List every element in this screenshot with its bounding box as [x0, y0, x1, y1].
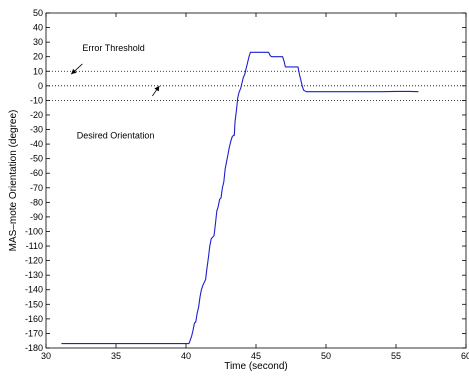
annotation-label: Error Threshold	[82, 43, 144, 53]
y-tick-label: -130	[25, 270, 43, 280]
x-tick-label: 45	[251, 351, 261, 361]
annotations: Error Threshold Desired Orientation	[70, 43, 160, 140]
x-tick-label: 40	[181, 351, 191, 361]
x-tick-label: 55	[391, 351, 401, 361]
y-tick-label: -90	[30, 212, 43, 222]
y-tick-label: -120	[25, 256, 43, 266]
x-tick-label: 35	[111, 351, 121, 361]
x-axis-ticks: 30 35 40 45 50 55 60	[41, 13, 469, 361]
series-line-0	[61, 51, 419, 345]
y-tick-label: -110	[26, 241, 43, 251]
y-tick-label: -10	[30, 95, 43, 105]
annotation-arrow-head	[154, 85, 160, 92]
x-axis-label: Time (second)	[224, 361, 288, 372]
y-tick-label: -50	[30, 154, 43, 164]
y-axis-label: MAS–mote Orientation (degree)	[8, 110, 19, 252]
y-tick-label: -160	[25, 314, 43, 324]
y-tick-label: 50	[33, 8, 43, 18]
y-tick-label: -80	[30, 197, 43, 207]
y-tick-label: -100	[25, 226, 43, 236]
threshold-lines	[46, 70, 466, 101]
annotation-arrow-head	[71, 68, 77, 75]
x-tick-label: 30	[41, 351, 51, 361]
y-tick-label: -150	[25, 299, 43, 309]
y-tick-label: -170	[25, 328, 43, 338]
plot-frame	[45, 12, 467, 349]
series-layer	[61, 51, 419, 345]
y-tick-label: 30	[33, 37, 43, 47]
x-tick-label: 50	[321, 351, 331, 361]
y-tick-label: -70	[30, 183, 43, 193]
y-axis-ticks: 50 40 30 20 10 0 -10 -20 -30 -40 -50 -60 -70 -80 -90 -1…	[25, 8, 466, 353]
y-tick-label: -60	[30, 168, 43, 178]
y-tick-label: -140	[25, 285, 43, 295]
y-tick-label: 20	[33, 52, 43, 62]
y-tick-label: 0	[38, 81, 43, 91]
y-tick-label: 40	[33, 23, 43, 33]
y-tick-label: -30	[30, 125, 43, 135]
y-tick-label: -20	[30, 110, 43, 120]
y-tick-label: 10	[33, 66, 43, 76]
y-tick-label: -40	[30, 139, 43, 149]
y-tick-label: -180	[25, 343, 43, 353]
annotation-label: Desired Orientation	[77, 130, 155, 140]
x-tick-label: 60	[461, 351, 469, 361]
plot-area-border	[45, 12, 467, 349]
